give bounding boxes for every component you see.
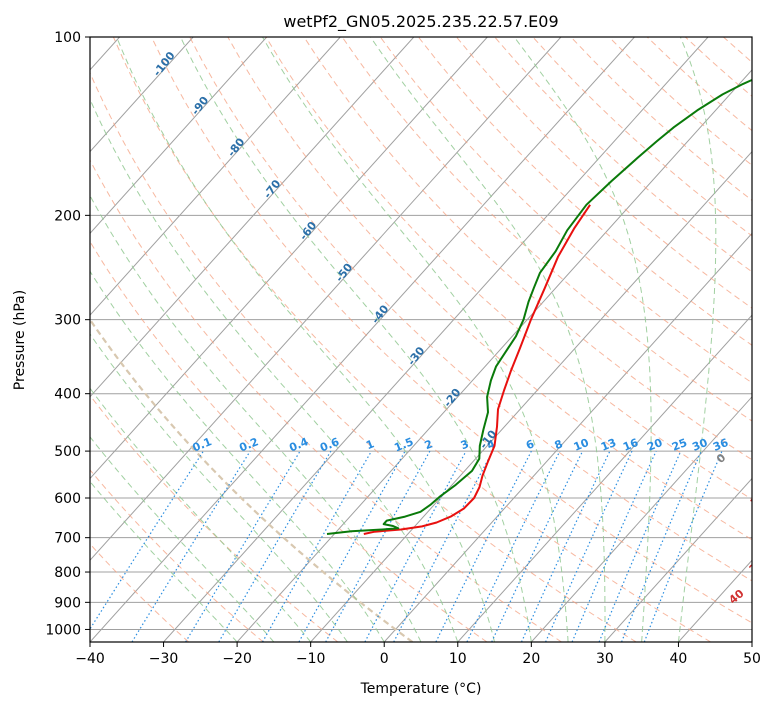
y-tick-label: 1000: [45, 622, 81, 638]
isotherm-line: [457, 314, 752, 642]
isotherm-line: [90, 37, 488, 480]
x-tick-label: 40: [670, 651, 688, 667]
y-axis-label: Pressure (hPa): [12, 290, 28, 390]
y-tick-label: 300: [54, 313, 81, 329]
x-tick-label: −10: [296, 651, 326, 667]
x-tick-label: 20: [522, 651, 540, 667]
x-tick-label: −20: [222, 651, 252, 667]
moist-adiabat-line: [90, 98, 459, 642]
mixing-ratio-line: [131, 450, 251, 642]
moist-adiabat-line: [90, 480, 238, 642]
y-tick-label: 500: [54, 444, 81, 460]
mixing-ratio-label: 10: [572, 436, 591, 454]
dry-adiabat-line: [90, 159, 562, 642]
isotherm-line: [90, 37, 562, 562]
isotherm-line: [90, 37, 194, 153]
moist-adiabat-line: [180, 37, 532, 642]
moist-adiabat-line: [262, 37, 569, 642]
mixing-ratio-line: [598, 450, 682, 642]
mixing-ratio-label: 16: [621, 436, 640, 454]
isotherm-line: [90, 37, 635, 642]
temperature-series-line: [363, 204, 591, 535]
y-tick-label: 600: [54, 491, 81, 507]
mixing-ratio-line: [325, 450, 431, 642]
moist-adiabat-line: [513, 37, 652, 642]
dry-adiabat-line: [227, 37, 752, 541]
mixing-ratio-label: 20: [645, 436, 664, 454]
isotherm-line: [530, 396, 752, 642]
mixing-ratio-line: [643, 450, 723, 642]
background-lines: [90, 37, 752, 642]
mixing-ratio-label: 36: [711, 436, 730, 454]
dry-adiabat-label: 10: [748, 489, 768, 509]
y-tick-label: 800: [54, 565, 81, 581]
x-tick-label: −40: [75, 651, 105, 667]
mixing-ratio-line: [545, 450, 633, 642]
chart-title: wetPf2_GN05.2025.235.22.57.E09: [283, 12, 558, 32]
dry-adiabat-line: [189, 37, 752, 582]
mixing-ratio-line: [621, 450, 702, 642]
dry-adiabat-line: [303, 37, 752, 461]
moist-adiabat-line: [116, 37, 496, 642]
mixing-ratio-label: 30: [690, 436, 709, 454]
plot-frame: [89, 36, 753, 643]
x-tick-label: −30: [149, 651, 179, 667]
x-tick-label: 50: [743, 651, 761, 667]
dry-adiabat-line: [90, 543, 189, 642]
mixing-ratio-label: 2: [423, 437, 435, 452]
isotherm-line: [90, 37, 341, 316]
mixing-ratio-label: 13: [599, 436, 618, 454]
moist-adiabat-line: [90, 333, 348, 642]
dry-adiabat-line: [90, 240, 488, 642]
isotherm-line: [90, 37, 415, 398]
x-tick-label: 30: [596, 651, 614, 667]
y-tick-label: 700: [54, 531, 81, 547]
mixing-ratio-line: [364, 450, 467, 642]
moist-adiabat-line: [677, 37, 717, 642]
sounding-series: [326, 78, 752, 535]
x-tick-label: 0: [380, 651, 389, 667]
mixing-ratio-line: [435, 450, 532, 642]
y-tick-label: 100: [54, 30, 81, 46]
y-tick-label: 200: [54, 208, 81, 224]
mixing-ratio-line: [90, 450, 204, 631]
isotherm-line: [90, 37, 268, 235]
dry-adiabat-line: [151, 37, 752, 624]
mixing-ratio-line: [571, 450, 657, 642]
mixing-ratio-line: [298, 450, 406, 642]
dry-adiabat-line: [90, 469, 264, 642]
mixing-ratio-label: 25: [670, 436, 689, 454]
moist-adiabat-line: [370, 37, 606, 642]
dry-adiabat-label: 30: [747, 556, 767, 576]
dry-adiabat-line: [265, 37, 752, 500]
x-axis-label: Temperature (°C): [360, 681, 482, 697]
y-tick-label: 900: [54, 595, 81, 611]
moist-adiabat-line: [90, 387, 312, 642]
dewpoint-series-line: [326, 78, 752, 535]
dry-adiabat-line: [90, 394, 339, 642]
dry-adiabat-line: [112, 37, 711, 642]
isotherm-line: [383, 232, 752, 642]
y-tick-label: 400: [54, 387, 81, 403]
isotherm-line: [310, 150, 752, 642]
mixing-ratio-label: 1: [364, 437, 376, 452]
isotherm-line: [163, 37, 709, 642]
moist-adiabat-line: [90, 436, 275, 642]
mixing-ratio-label: 3: [459, 437, 471, 452]
moist-adiabat-line: [90, 270, 385, 642]
mixing-ratio-label: 8: [553, 437, 565, 452]
x-tick-label: 10: [449, 651, 467, 667]
isotherm-line: [604, 477, 752, 642]
y-axis-ticks: 100 200 300 400 500 600 700 800 900 1000: [45, 30, 90, 638]
x-axis-ticks: −40 −30 −20 −10 0 10 20 30 40 50: [75, 642, 761, 667]
isotherm-line: [236, 69, 752, 642]
